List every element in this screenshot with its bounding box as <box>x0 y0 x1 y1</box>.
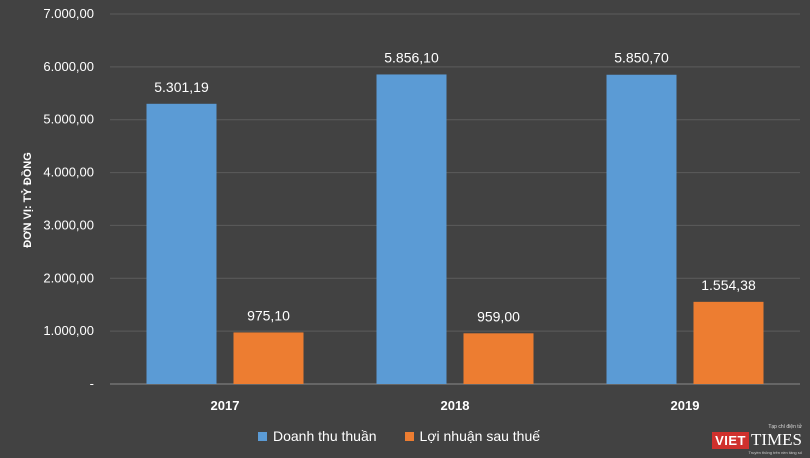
data-label: 975,10 <box>247 307 290 323</box>
data-label: 5.301,19 <box>154 79 209 95</box>
y-tick-label: 1.000,00 <box>43 323 94 338</box>
legend: Doanh thu thuần Lợi nhuận sau thuế <box>258 428 540 444</box>
bar-profit-2018 <box>463 333 534 384</box>
bar-profit-2019 <box>693 301 764 384</box>
y-axis-label: ĐƠN VỊ: TỶ ĐỒNG <box>21 152 34 248</box>
bar-revenue-2017 <box>146 103 217 384</box>
y-tick-label: 3.000,00 <box>43 217 94 232</box>
y-axis-ticks: - 1.000,00 2.000,00 3.000,00 4.000,00 5.000,0… <box>43 6 94 391</box>
data-label: 5.856,10 <box>384 49 439 65</box>
data-labels: 5.301,19 975,10 5.856,10 959,00 5.850,70 1.55… <box>154 49 756 324</box>
legend-swatch-profit <box>404 431 414 441</box>
viettimes-logo: Tạp chí điện tử VIET TIMES Truyền thông … <box>712 424 802 455</box>
y-tick-label: 6.000,00 <box>43 59 94 74</box>
legend-item-revenue: Doanh thu thuần <box>258 428 377 444</box>
brand-tagline: Tạp chí điện tử <box>768 424 802 430</box>
legend-swatch-revenue <box>258 431 267 441</box>
legend-item-profit: Lợi nhuận sau thuế <box>404 428 541 444</box>
y-tick-label: - <box>90 376 94 391</box>
bar-revenue-2018 <box>376 74 447 384</box>
y-tick-label: 2.000,00 <box>43 270 94 285</box>
x-axis-categories: 2017 2018 2019 <box>211 398 700 413</box>
brand-subline: Truyền thông trên nền tảng số <box>748 450 802 455</box>
brand-times: TIMES <box>751 430 802 449</box>
y-tick-label: 4.000,00 <box>43 165 94 180</box>
bars <box>146 74 764 384</box>
x-tick-label: 2019 <box>671 398 700 413</box>
brand-viet: VIET <box>712 431 749 449</box>
data-label: 5.850,70 <box>614 50 669 66</box>
legend-label-profit: Lợi nhuận sau thuế <box>419 428 541 444</box>
x-tick-label: 2018 <box>441 398 470 413</box>
x-tick-label: 2017 <box>211 398 240 413</box>
gridlines <box>110 13 800 385</box>
bar-profit-2017 <box>233 332 304 384</box>
bar-revenue-2019 <box>606 74 677 384</box>
y-tick-label: 5.000,00 <box>43 112 94 127</box>
y-tick-label: 7.000,00 <box>43 6 94 21</box>
data-label: 959,00 <box>477 308 520 324</box>
data-label: 1.554,38 <box>701 277 756 293</box>
legend-label-revenue: Doanh thu thuần <box>273 428 377 444</box>
